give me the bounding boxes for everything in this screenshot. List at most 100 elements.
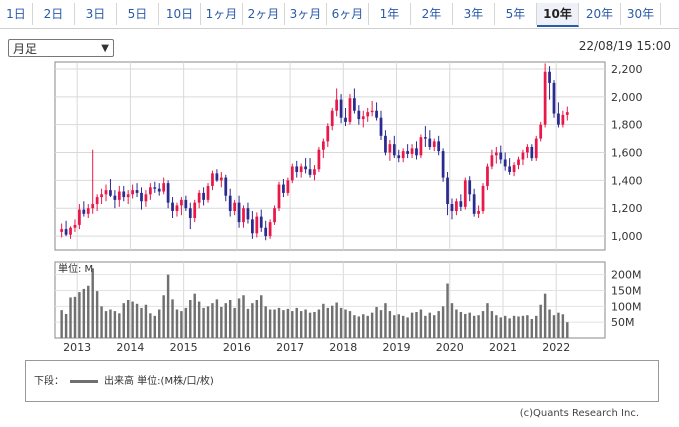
tab-11[interactable]: 2年 xyxy=(411,3,453,25)
tab-5[interactable]: 10日 xyxy=(159,3,201,25)
tab-9[interactable]: 6ヶ月 xyxy=(327,3,369,25)
volume-bar xyxy=(437,311,440,338)
volume-bar xyxy=(118,313,121,338)
legend-entry: 下段： 出来高 単位:(M株/口/枚) xyxy=(34,372,214,387)
volume-bar xyxy=(490,311,494,338)
candle-body xyxy=(82,209,86,214)
candle-body xyxy=(490,155,494,167)
tab-14[interactable]: 10年 xyxy=(537,3,579,27)
candle-body xyxy=(64,229,68,235)
candle-body xyxy=(211,173,214,186)
volume-tick-label: 150M xyxy=(611,285,642,298)
candle-body xyxy=(166,183,170,203)
tab-10[interactable]: 1年 xyxy=(369,3,411,25)
price-tick-label: 2,200 xyxy=(611,63,643,76)
tab-12[interactable]: 3年 xyxy=(453,3,495,25)
tab-1[interactable]: 1日 xyxy=(0,3,33,25)
candle-body xyxy=(534,138,538,159)
volume-bar xyxy=(428,312,432,338)
candle-body xyxy=(437,141,441,152)
candle-body xyxy=(100,194,103,198)
tab-2[interactable]: 2日 xyxy=(33,3,75,25)
candle-body xyxy=(206,185,210,200)
volume-bar xyxy=(521,315,525,338)
volume-bar xyxy=(348,311,352,338)
volume-bar xyxy=(419,309,423,338)
candle-body xyxy=(508,166,512,173)
tab-15[interactable]: 20年 xyxy=(579,3,621,25)
tab-7[interactable]: 2ヶ月 xyxy=(243,3,285,25)
candle-body xyxy=(392,144,396,156)
candle-body xyxy=(180,199,183,206)
x-tick-label: 2021 xyxy=(489,341,517,354)
x-tick-label: 2016 xyxy=(223,341,251,354)
candle-body xyxy=(242,208,245,223)
tab-4[interactable]: 5日 xyxy=(117,3,159,25)
legend-volume-label: 出来高 単位:(M株/口/枚) xyxy=(104,376,214,387)
volume-bar xyxy=(557,312,560,338)
volume-bar xyxy=(326,307,330,338)
candle-body xyxy=(441,151,445,178)
candle-body xyxy=(295,166,299,173)
volume-bar xyxy=(100,306,103,338)
volume-bar xyxy=(197,301,201,338)
copyright: (c)Quants Research Inc. xyxy=(519,408,639,419)
volume-bar xyxy=(481,311,485,338)
candle-body xyxy=(78,209,81,225)
volume-bar xyxy=(215,299,219,338)
volume-bar xyxy=(446,283,449,338)
volume-bar xyxy=(393,315,396,338)
candle-body xyxy=(339,99,343,118)
candle-body xyxy=(308,169,312,175)
tab-6[interactable]: 1ヶ月 xyxy=(201,3,243,25)
candle-body xyxy=(344,117,347,122)
volume-bar xyxy=(561,314,565,338)
candle-body xyxy=(197,192,201,203)
candle-body xyxy=(450,204,454,212)
volume-bar xyxy=(424,315,427,338)
candle-body xyxy=(384,135,387,153)
candle-body xyxy=(162,183,166,192)
candle-body xyxy=(472,194,476,214)
candle-body xyxy=(494,152,498,156)
volume-bar xyxy=(330,305,334,338)
volume-bar xyxy=(175,309,179,338)
candle-body xyxy=(317,149,321,170)
volume-bar xyxy=(450,303,454,338)
volume-bar xyxy=(362,314,365,338)
candle-body xyxy=(153,187,157,189)
volume-bar xyxy=(149,313,152,338)
price-tick-label: 1,600 xyxy=(611,147,643,160)
volume-bar xyxy=(180,311,183,338)
tab-8[interactable]: 3ヶ月 xyxy=(285,3,327,25)
tab-3[interactable]: 3日 xyxy=(75,3,117,25)
candle-body xyxy=(530,146,534,159)
x-tick-label: 2018 xyxy=(329,341,357,354)
candle-body xyxy=(157,188,161,192)
candle-body xyxy=(397,155,401,159)
volume-bar xyxy=(433,315,436,338)
candle-body xyxy=(277,184,281,209)
x-tick-label: 2015 xyxy=(170,341,198,354)
volume-bar xyxy=(193,293,196,338)
candle-body xyxy=(126,194,130,198)
volume-bar xyxy=(60,310,63,338)
volume-bar xyxy=(64,313,68,338)
candle-body xyxy=(468,180,472,195)
price-tick-label: 1,800 xyxy=(611,119,643,132)
volume-bar xyxy=(459,312,463,338)
candle-body xyxy=(224,177,228,196)
candle-body xyxy=(268,222,272,237)
tab-16[interactable]: 30年 xyxy=(621,3,661,25)
x-tick-label: 2017 xyxy=(276,341,304,354)
period-tabs: 1日 2日 3日 5日 10日 1ヶ月 2ヶ月 3ヶ月 6ヶ月 1年 2年 3年 5年 10年 20年 30年 xyxy=(0,0,679,30)
chart-interval-select[interactable]: 月足 ▼ xyxy=(8,39,114,57)
volume-bar xyxy=(375,306,378,338)
candle-body xyxy=(375,110,378,118)
volume-bar xyxy=(441,306,445,338)
candle-body xyxy=(193,202,197,218)
candle-body xyxy=(401,151,405,159)
volume-bar xyxy=(126,300,130,338)
tab-13[interactable]: 5年 xyxy=(495,3,537,25)
candle-body xyxy=(237,202,241,223)
